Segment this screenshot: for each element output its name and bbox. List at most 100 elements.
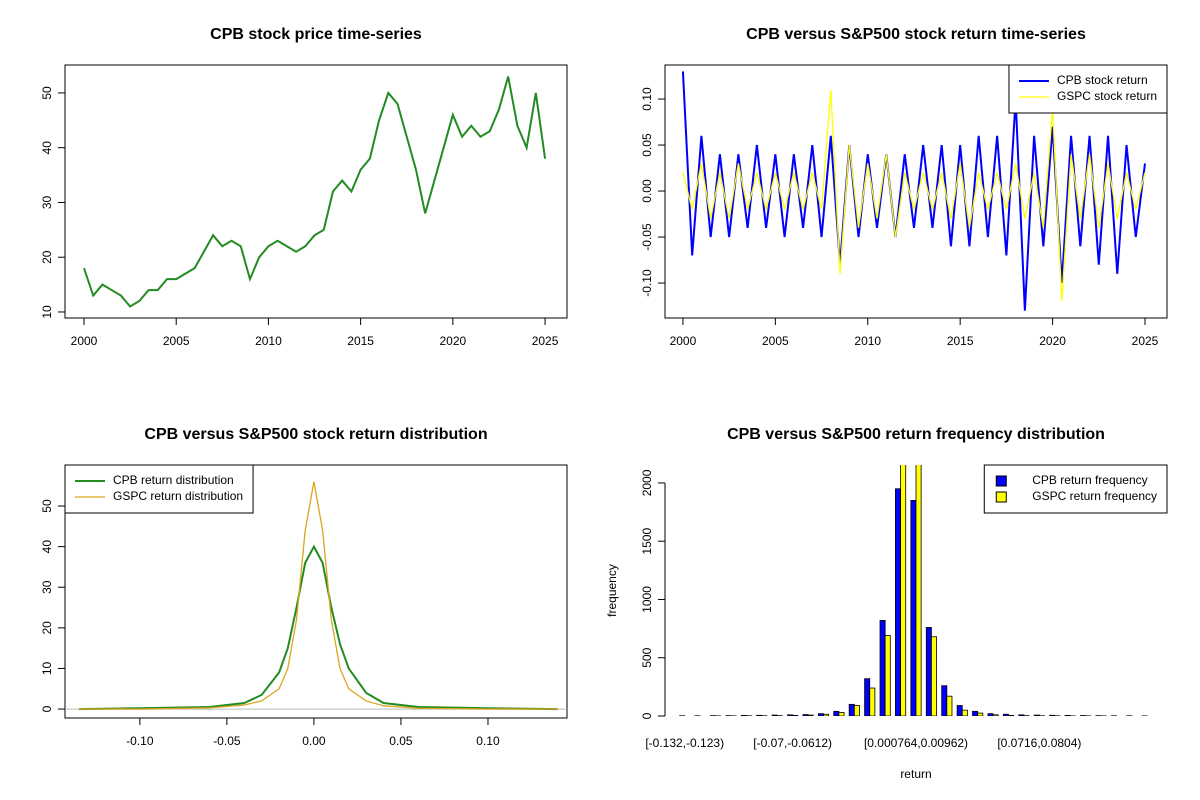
y-tick-label: 40	[40, 141, 54, 155]
x-tick-label: [0.0716,0.0804)	[997, 736, 1081, 750]
y-tick-label: -0.05	[640, 223, 654, 251]
legend-label: GSPC stock return	[1057, 89, 1157, 103]
bar	[771, 714, 778, 716]
y-tick-label: 2000	[640, 469, 654, 496]
bar	[869, 687, 876, 716]
bar	[956, 705, 963, 716]
y-tick-label: 500	[640, 647, 654, 667]
legend-label: GSPC return distribution	[113, 489, 243, 503]
legend-box	[983, 464, 1168, 514]
bar	[915, 465, 922, 716]
bar	[941, 685, 948, 716]
y-tick-label: 0	[40, 705, 54, 712]
y-tick-label: 0.05	[640, 133, 654, 157]
legend-swatch	[995, 491, 1007, 503]
legend-swatch	[995, 475, 1007, 487]
x-tick-label: 2015	[347, 334, 374, 348]
bar	[977, 712, 984, 716]
bar	[992, 714, 999, 716]
x-tick-label: 2025	[532, 334, 559, 348]
bar	[807, 714, 814, 716]
x-tick-label: 2015	[947, 334, 974, 348]
bar	[864, 678, 871, 716]
bar	[853, 705, 860, 716]
bar	[895, 488, 901, 716]
bar	[1002, 713, 1009, 716]
bar	[817, 713, 824, 716]
legend-label: GSPC return frequency	[1032, 489, 1157, 503]
data-line	[78, 544, 558, 711]
bar	[1049, 714, 1056, 716]
x-tick-label: -0.05	[213, 734, 241, 748]
y-tick-label: 20	[40, 621, 54, 635]
x-tick-label: 2010	[255, 334, 282, 348]
x-tick-label: [-0.132,-0.123)	[645, 736, 724, 750]
x-tick-label: 0.10	[476, 734, 500, 748]
y-tick-label: 10	[40, 661, 54, 675]
bar	[925, 627, 932, 716]
x-tick-label: 0.05	[389, 734, 413, 748]
y-tick-label: 10	[40, 305, 54, 319]
bar	[879, 620, 886, 716]
y-tick-label: 30	[40, 195, 54, 209]
legend-label: CPB return frequency	[1032, 473, 1147, 487]
bar	[972, 710, 979, 716]
data-line	[682, 89, 1146, 302]
chart-title: CPB versus S&P500 stock return distribut…	[144, 426, 487, 443]
y-axis-label: frequency	[605, 564, 619, 617]
x-tick-label: 2020	[439, 334, 466, 348]
bar	[833, 710, 840, 716]
bar	[1008, 715, 1015, 716]
bar	[946, 695, 953, 716]
data-line	[83, 76, 547, 308]
x-tick-label: -0.10	[126, 734, 154, 748]
x-tick-label: [0.000764,0.00962)	[864, 736, 968, 750]
y-tick-label: 0.00	[640, 179, 654, 203]
x-tick-label: [-0.07,-0.0612)	[753, 736, 832, 750]
y-tick-label: 40	[40, 540, 54, 554]
y-tick-label: 0	[640, 712, 654, 719]
y-tick-label: 1000	[640, 586, 654, 613]
bar	[900, 465, 907, 716]
data-line	[681, 71, 1146, 311]
x-tick-label: 2005	[762, 334, 789, 348]
x-axis-label: return	[900, 767, 931, 781]
y-tick-label: 0.10	[640, 87, 654, 111]
bar	[910, 500, 917, 716]
x-tick-label: 0.00	[302, 734, 326, 748]
x-tick-label: 2000	[71, 334, 98, 348]
bar	[848, 703, 855, 716]
legend-box	[64, 464, 254, 514]
bar	[792, 715, 799, 716]
bar	[1064, 715, 1071, 716]
bar	[987, 713, 994, 716]
bar	[961, 709, 968, 716]
x-tick-label: 2000	[670, 334, 697, 348]
x-tick-label: 2005	[163, 334, 190, 348]
chart-title: CPB versus S&P500 stock return time-seri…	[746, 26, 1086, 43]
chart-title: CPB stock price time-series	[210, 26, 422, 43]
bar	[756, 714, 763, 716]
x-tick-label: 2025	[1132, 334, 1159, 348]
bar	[931, 636, 937, 716]
y-tick-label: -0.10	[640, 269, 654, 297]
data-line	[78, 481, 558, 710]
bar	[740, 715, 747, 716]
y-tick-label: 50	[40, 86, 54, 100]
x-tick-label: 2010	[854, 334, 881, 348]
bar	[1033, 714, 1040, 716]
bar	[787, 714, 794, 716]
bar	[838, 712, 845, 716]
y-tick-label: 50	[40, 499, 54, 513]
legend-label: CPB return distribution	[113, 473, 234, 487]
x-tick-label: 2020	[1039, 334, 1066, 348]
bar	[823, 713, 830, 716]
chart-title: CPB versus S&P500 return frequency distr…	[727, 426, 1105, 443]
legend-label: CPB stock return	[1057, 73, 1148, 87]
y-tick-label: 30	[40, 580, 54, 594]
bar	[884, 635, 891, 716]
y-tick-label: 1500	[640, 528, 654, 555]
bar	[1018, 714, 1025, 716]
